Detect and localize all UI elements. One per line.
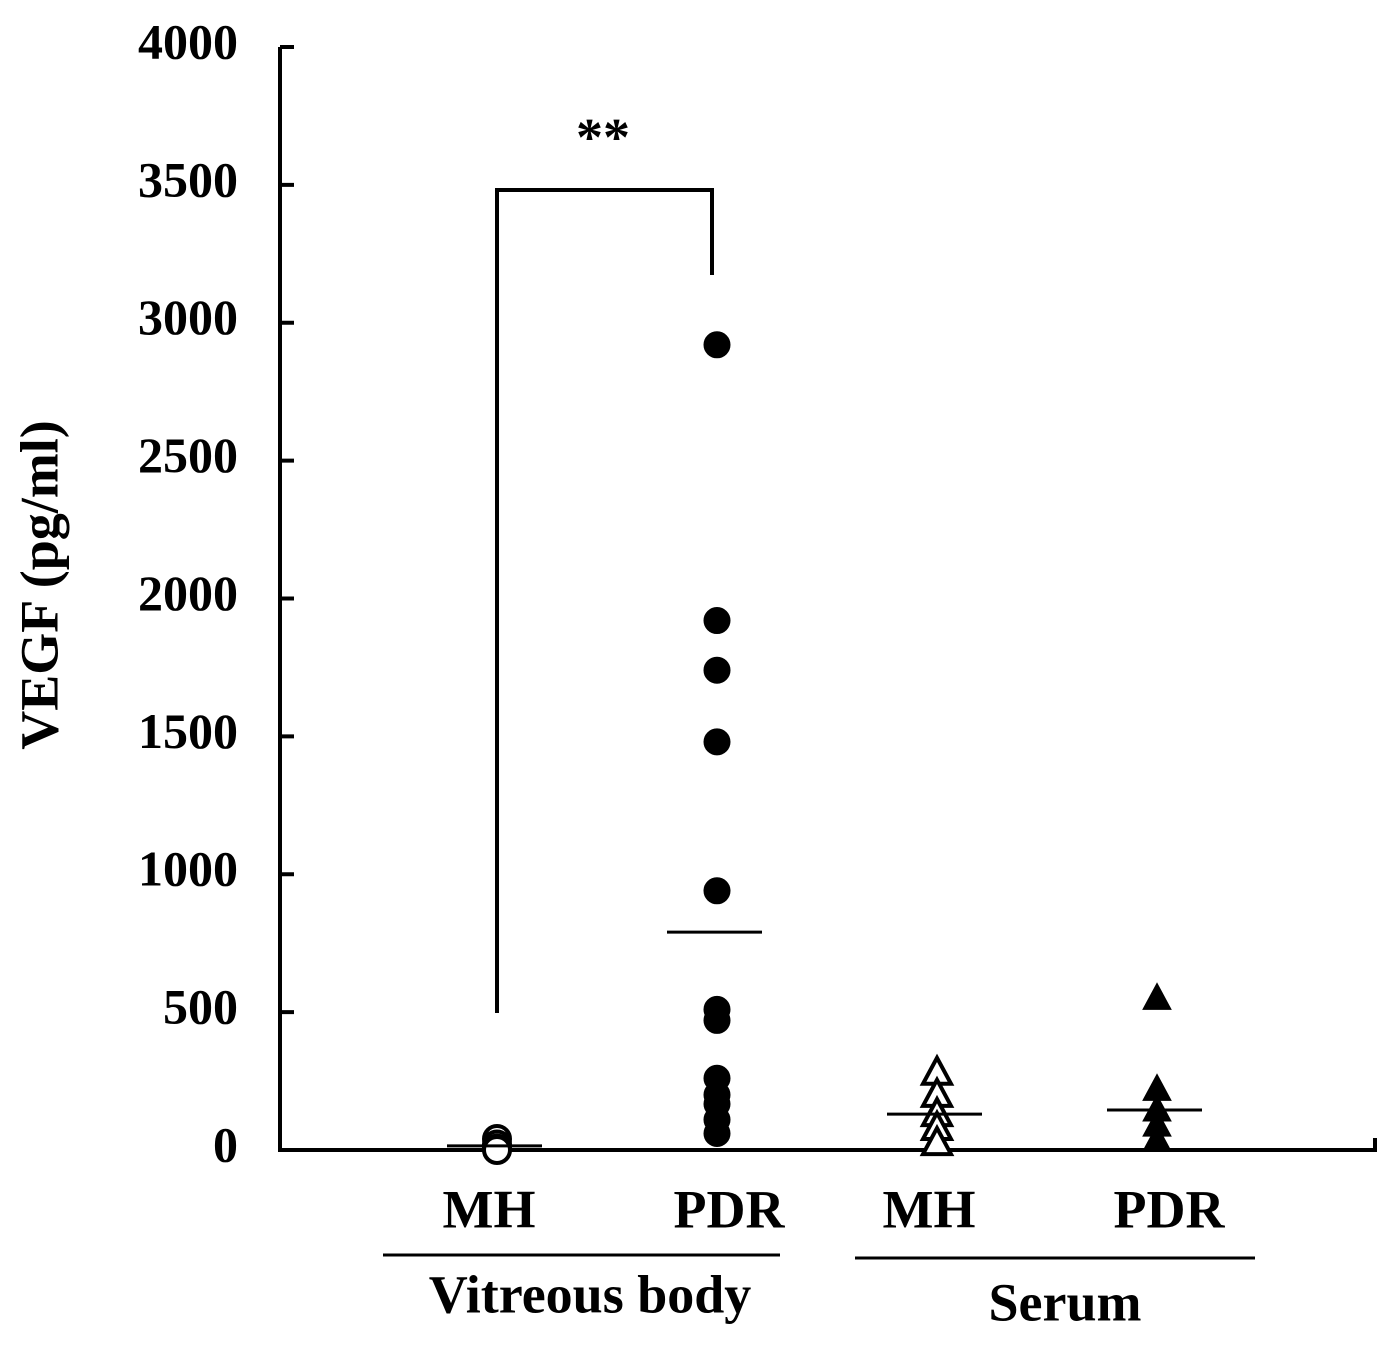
data-point <box>703 331 731 359</box>
x-tick-label: MH <box>443 1179 536 1239</box>
y-tick-label: 1500 <box>138 703 238 759</box>
data-point <box>703 607 731 635</box>
x-tick-label: PDR <box>674 1179 786 1239</box>
data-point <box>703 1006 731 1034</box>
data-point <box>703 728 731 756</box>
x-tick-label: MH <box>883 1179 976 1239</box>
data-point <box>703 877 731 905</box>
x-tick-label: PDR <box>1114 1179 1226 1239</box>
y-tick-label: 0 <box>213 1116 238 1172</box>
y-tick-label: 2500 <box>138 427 238 483</box>
data-point <box>1142 1124 1172 1152</box>
data-point <box>703 1119 731 1147</box>
significance-label: ** <box>576 107 630 167</box>
y-tick-label: 2000 <box>138 565 238 621</box>
y-tick-label: 3500 <box>138 151 238 207</box>
y-tick-label: 500 <box>163 979 238 1035</box>
y-tick-label: 1000 <box>138 841 238 897</box>
group-label: Vitreous body <box>429 1264 752 1324</box>
y-tick-label: 3000 <box>138 289 238 345</box>
y-tick-label: 4000 <box>138 13 238 69</box>
data-point <box>703 656 731 684</box>
data-point <box>1142 982 1172 1010</box>
group-label: Serum <box>989 1272 1142 1332</box>
data-point <box>919 1123 955 1157</box>
data-point <box>482 1135 512 1165</box>
significance-bracket <box>495 188 714 1013</box>
y-axis-label: VEGF (pg/ml) <box>9 420 69 749</box>
